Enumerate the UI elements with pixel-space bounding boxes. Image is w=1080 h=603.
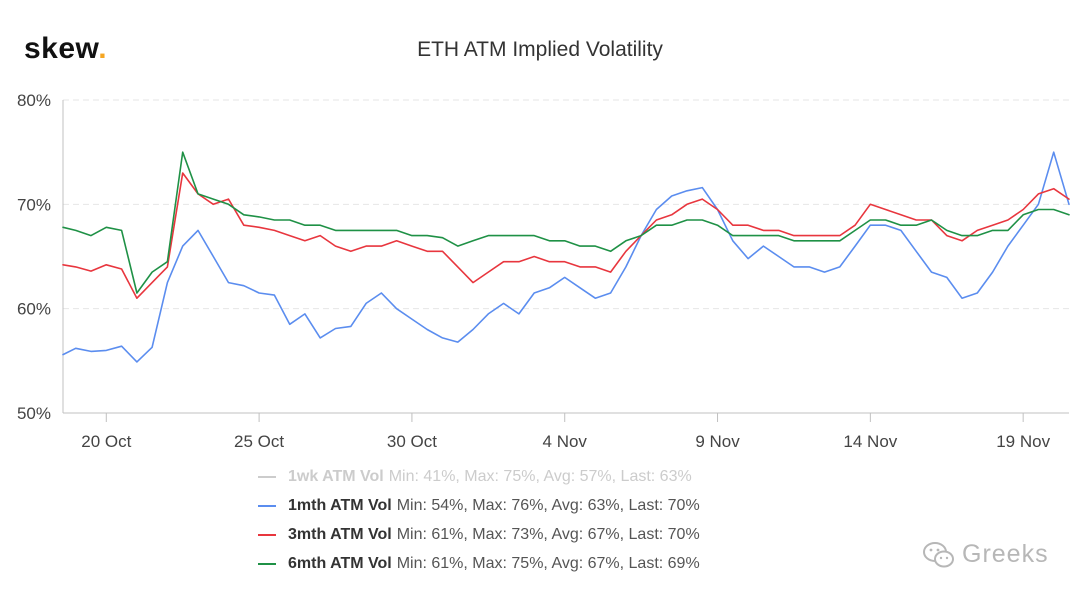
legend-stats: Min: 61%, Max: 73%, Avg: 67%, Last: 70% xyxy=(396,525,700,543)
legend-item-1wk[interactable]: 1wk ATM Vol Min: 41%, Max: 75%, Avg: 57%… xyxy=(258,462,700,491)
x-tick-label: 4 Nov xyxy=(543,432,588,451)
gridlines xyxy=(63,99,1069,310)
y-tick-label: 80% xyxy=(17,91,51,110)
legend: 1wk ATM Vol Min: 41%, Max: 75%, Avg: 57%… xyxy=(258,462,700,578)
legend-label: 1mth ATM Vol xyxy=(288,496,392,514)
y-tick-label: 50% xyxy=(17,404,51,423)
series-line-6mth xyxy=(62,151,1070,294)
series-line-1mth xyxy=(62,151,1070,363)
legend-swatch-6mth xyxy=(258,562,276,565)
x-tick-label: 14 Nov xyxy=(843,432,897,451)
chart-title: ETH ATM Implied Volatility xyxy=(417,38,663,61)
legend-label: 1wk ATM Vol xyxy=(288,467,384,485)
legend-swatch-1mth xyxy=(258,504,276,507)
legend-stats: Min: 54%, Max: 76%, Avg: 63%, Last: 70% xyxy=(396,496,700,514)
series-line-3mth xyxy=(62,172,1070,300)
legend-item-3mth[interactable]: 3mth ATM Vol Min: 61%, Max: 73%, Avg: 67… xyxy=(258,520,700,549)
axes: 50% 60% 70% 80% 20 Oct 25 Oct 30 Oct 4 Nov 9 Nov… xyxy=(17,91,1069,451)
watermark: Greeks xyxy=(922,540,1049,569)
legend-label: 3mth ATM Vol xyxy=(288,525,392,543)
x-tick-label: 19 Nov xyxy=(996,432,1050,451)
legend-swatch-1wk xyxy=(258,475,276,478)
legend-item-6mth[interactable]: 6mth ATM Vol Min: 61%, Max: 75%, Avg: 67… xyxy=(258,549,700,578)
x-tick-label: 20 Oct xyxy=(81,432,131,451)
series-lines xyxy=(62,151,1070,363)
legend-swatch-3mth xyxy=(258,533,276,536)
x-tick-label: 30 Oct xyxy=(387,432,437,451)
legend-label: 6mth ATM Vol xyxy=(288,554,392,572)
skew-logo: skew. xyxy=(24,32,108,65)
legend-stats: Min: 41%, Max: 75%, Avg: 57%, Last: 63% xyxy=(388,467,692,485)
wechat-icon xyxy=(923,541,954,567)
x-tick-label: 25 Oct xyxy=(234,432,284,451)
watermark-text: Greeks xyxy=(962,540,1049,568)
legend-stats: Min: 61%, Max: 75%, Avg: 67%, Last: 69% xyxy=(396,554,700,572)
y-tick-label: 60% xyxy=(17,300,51,319)
legend-item-1mth[interactable]: 1mth ATM Vol Min: 54%, Max: 76%, Avg: 63… xyxy=(258,491,700,520)
x-tick-label: 9 Nov xyxy=(695,432,740,451)
y-tick-label: 70% xyxy=(17,195,51,214)
